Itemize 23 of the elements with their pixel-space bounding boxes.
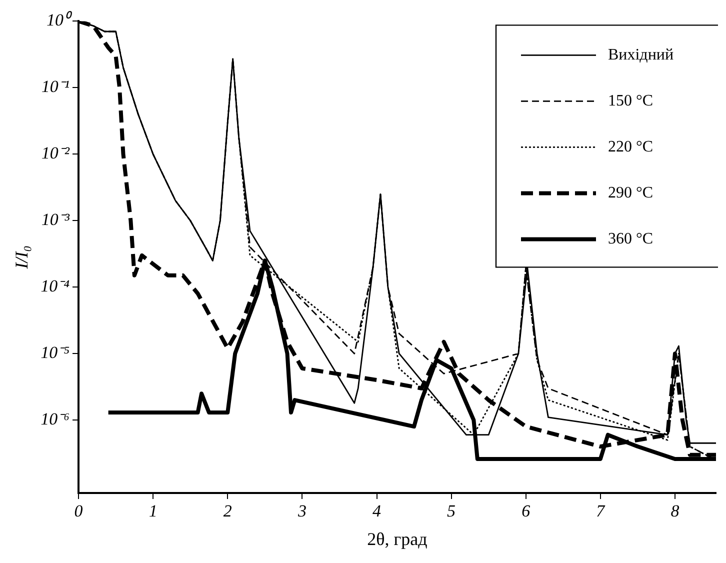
x-tick-label: 0 xyxy=(74,502,84,521)
x-tick-label: 5 xyxy=(447,502,456,521)
y-tick-label: 10⁻¹ xyxy=(41,77,70,96)
y-tick-label: 10⁻⁵ xyxy=(40,343,70,362)
x-tick-label: 6 xyxy=(522,502,531,521)
x-tick-label: 4 xyxy=(372,502,382,521)
legend-label: 220 °C xyxy=(608,138,654,156)
y-axis-title: I/I₀ xyxy=(12,245,32,270)
legend-label: 290 °C xyxy=(608,184,654,202)
y-tick-label: 10⁰ xyxy=(46,10,73,30)
legend-label: 150 °C xyxy=(608,92,654,110)
x-tick-label: 2 xyxy=(223,502,232,521)
y-tick-label: 10⁻³ xyxy=(41,210,70,230)
y-tick-label: 10⁻⁶ xyxy=(40,410,70,429)
x-tick-label: 3 xyxy=(296,502,306,521)
legend-label: 360 °C xyxy=(608,230,654,248)
x-tick-label: 7 xyxy=(596,502,606,521)
y-tick-label: 10⁻⁴ xyxy=(40,276,70,296)
x-axis-title: 2θ, град xyxy=(367,528,428,549)
x-tick-label: 1 xyxy=(148,502,158,521)
x-tick-label: 8 xyxy=(670,502,680,521)
y-tick-label: 10⁻² xyxy=(41,144,70,163)
legend-label: Вихідний xyxy=(608,46,674,64)
